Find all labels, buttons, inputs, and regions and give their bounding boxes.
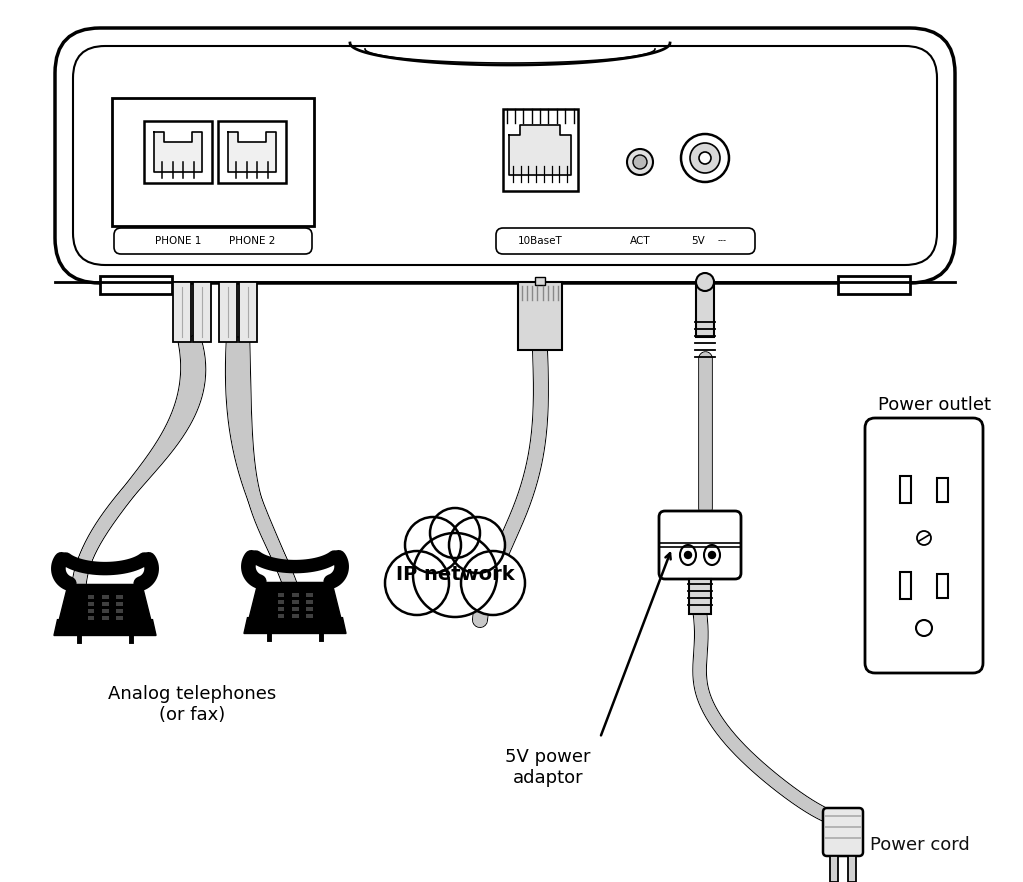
Bar	[278, 614, 284, 617]
Bar	[88, 595, 94, 599]
Text: 10BaseT: 10BaseT	[518, 236, 563, 246]
Circle shape	[681, 134, 729, 182]
Bar	[88, 617, 94, 620]
Bar	[88, 609, 94, 613]
Bar	[173, 282, 191, 342]
Bar	[696, 282, 714, 337]
Circle shape	[690, 143, 720, 173]
Bar	[293, 607, 299, 610]
Bar	[117, 617, 123, 620]
Bar	[239, 282, 257, 342]
Bar	[117, 595, 123, 599]
Bar	[307, 614, 313, 617]
Polygon shape	[509, 124, 571, 176]
Bar	[193, 282, 211, 342]
Text: 5V: 5V	[692, 236, 705, 246]
Bar	[102, 602, 108, 606]
Text: ACT: ACT	[630, 236, 651, 246]
FancyBboxPatch shape	[73, 46, 937, 265]
Circle shape	[430, 508, 480, 558]
Bar	[900, 572, 911, 599]
Bar	[293, 614, 299, 617]
FancyBboxPatch shape	[659, 511, 741, 579]
Bar	[102, 609, 108, 613]
Bar	[830, 856, 838, 882]
Circle shape	[461, 551, 525, 615]
Bar	[838, 276, 910, 294]
Text: PHONE 1: PHONE 1	[154, 236, 202, 246]
Bar	[100, 276, 172, 294]
Bar	[219, 282, 237, 342]
Bar	[278, 593, 284, 596]
Circle shape	[917, 531, 931, 545]
Circle shape	[413, 533, 497, 617]
Text: IP network: IP network	[396, 565, 515, 585]
FancyBboxPatch shape	[865, 418, 983, 673]
Bar	[518, 282, 562, 350]
Bar	[117, 609, 123, 613]
Circle shape	[633, 155, 647, 169]
Bar	[502, 109, 578, 191]
Circle shape	[709, 551, 715, 558]
Bar	[144, 121, 212, 183]
Text: Power outlet: Power outlet	[879, 396, 991, 414]
Polygon shape	[54, 620, 157, 635]
Circle shape	[699, 152, 711, 164]
Bar	[307, 593, 313, 596]
Circle shape	[696, 273, 714, 291]
Ellipse shape	[680, 545, 696, 565]
Bar	[278, 600, 284, 603]
Text: Analog telephones
(or fax): Analog telephones (or fax)	[107, 685, 276, 724]
Circle shape	[449, 517, 505, 573]
Polygon shape	[153, 131, 203, 172]
Bar	[293, 600, 299, 603]
Bar	[937, 574, 948, 598]
Bar	[88, 602, 94, 606]
FancyBboxPatch shape	[496, 228, 755, 254]
Circle shape	[916, 620, 932, 636]
Bar	[937, 478, 948, 502]
Circle shape	[405, 517, 461, 573]
Bar	[307, 600, 313, 603]
Bar	[535, 277, 545, 285]
Circle shape	[385, 551, 449, 615]
Bar	[690, 579, 711, 614]
Ellipse shape	[704, 545, 720, 565]
Text: ---: ---	[717, 236, 726, 245]
Text: PHONE 2: PHONE 2	[229, 236, 275, 246]
Bar	[278, 607, 284, 610]
Bar	[293, 593, 299, 596]
Polygon shape	[227, 131, 276, 172]
Polygon shape	[243, 617, 346, 633]
Bar	[218, 121, 286, 183]
Bar	[117, 602, 123, 606]
FancyBboxPatch shape	[822, 808, 863, 856]
Bar	[102, 617, 108, 620]
Text: Power cord: Power cord	[871, 836, 970, 854]
Circle shape	[627, 149, 653, 175]
Bar	[848, 856, 856, 882]
FancyBboxPatch shape	[114, 228, 312, 254]
Polygon shape	[250, 582, 341, 617]
Bar	[102, 595, 108, 599]
Circle shape	[684, 551, 692, 558]
Bar	[307, 607, 313, 610]
FancyBboxPatch shape	[55, 28, 955, 283]
Bar	[112, 98, 314, 226]
Polygon shape	[59, 585, 150, 620]
Bar	[900, 476, 911, 503]
Text: 5V power
adaptor: 5V power adaptor	[505, 748, 590, 787]
